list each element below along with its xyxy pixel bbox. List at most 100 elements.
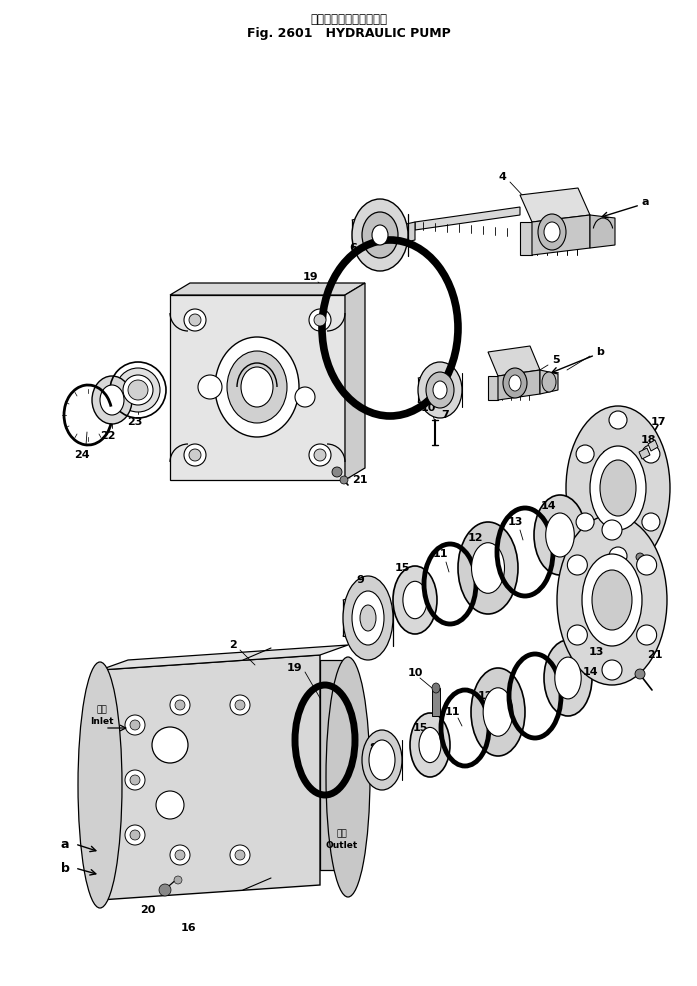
Ellipse shape <box>241 367 273 407</box>
Ellipse shape <box>403 582 427 618</box>
Text: 14: 14 <box>582 667 598 677</box>
Ellipse shape <box>458 522 518 614</box>
Ellipse shape <box>343 576 393 660</box>
Circle shape <box>609 411 627 429</box>
Ellipse shape <box>509 375 521 391</box>
Circle shape <box>635 669 645 679</box>
Text: 16: 16 <box>181 923 196 933</box>
Polygon shape <box>170 283 365 295</box>
Circle shape <box>130 720 140 730</box>
Text: 21: 21 <box>648 650 663 660</box>
Circle shape <box>123 375 153 405</box>
Ellipse shape <box>544 222 560 242</box>
Ellipse shape <box>557 515 667 685</box>
Circle shape <box>295 387 315 407</box>
Circle shape <box>125 770 145 790</box>
Ellipse shape <box>215 337 299 437</box>
Circle shape <box>170 695 190 715</box>
Text: 12: 12 <box>477 691 493 701</box>
Circle shape <box>230 845 250 865</box>
Circle shape <box>125 715 145 735</box>
Circle shape <box>309 309 331 331</box>
Text: 14: 14 <box>540 501 556 511</box>
Circle shape <box>602 520 622 540</box>
Ellipse shape <box>555 657 581 699</box>
Polygon shape <box>488 346 540 376</box>
Ellipse shape <box>418 362 462 418</box>
Polygon shape <box>532 215 590 255</box>
Polygon shape <box>498 370 540 400</box>
Polygon shape <box>345 283 365 480</box>
Ellipse shape <box>592 570 632 630</box>
Ellipse shape <box>471 542 505 594</box>
Polygon shape <box>415 207 520 230</box>
Circle shape <box>636 625 657 645</box>
Text: 15: 15 <box>413 723 428 733</box>
Circle shape <box>642 445 660 463</box>
Circle shape <box>314 449 326 461</box>
Circle shape <box>314 314 326 326</box>
Ellipse shape <box>538 214 566 250</box>
Text: ハイドロリック　ポンプ: ハイドロリック ポンプ <box>310 13 388 26</box>
Circle shape <box>642 513 660 531</box>
Circle shape <box>189 449 201 461</box>
Ellipse shape <box>227 351 287 423</box>
Text: 13: 13 <box>507 517 523 527</box>
Ellipse shape <box>542 372 556 392</box>
Circle shape <box>170 845 190 865</box>
Text: 17: 17 <box>650 417 666 427</box>
Ellipse shape <box>92 376 132 424</box>
Circle shape <box>156 791 184 819</box>
Text: 22: 22 <box>100 431 116 441</box>
Circle shape <box>159 884 171 896</box>
Circle shape <box>184 444 206 466</box>
Text: 11: 11 <box>444 707 460 717</box>
Polygon shape <box>170 295 345 480</box>
Ellipse shape <box>566 406 670 570</box>
Circle shape <box>184 309 206 331</box>
Text: 10: 10 <box>407 668 422 678</box>
Text: 19: 19 <box>287 663 302 673</box>
Text: Outlet: Outlet <box>326 841 358 851</box>
Bar <box>320 660 350 870</box>
Text: 15: 15 <box>395 563 410 573</box>
Circle shape <box>636 553 644 561</box>
Circle shape <box>636 555 657 575</box>
Polygon shape <box>100 655 320 900</box>
Ellipse shape <box>600 460 636 516</box>
Text: 19: 19 <box>302 272 318 282</box>
Text: a: a <box>641 197 649 207</box>
Text: 3: 3 <box>602 451 608 461</box>
Circle shape <box>230 695 250 715</box>
Circle shape <box>602 660 622 680</box>
Ellipse shape <box>432 683 440 693</box>
Text: 6: 6 <box>349 243 357 253</box>
Text: 入口: 入口 <box>97 706 107 715</box>
Ellipse shape <box>483 688 513 737</box>
Circle shape <box>175 700 185 710</box>
Ellipse shape <box>433 381 447 399</box>
Circle shape <box>116 368 160 412</box>
Polygon shape <box>520 222 532 255</box>
Text: 21: 21 <box>352 475 368 485</box>
Ellipse shape <box>352 591 384 645</box>
Polygon shape <box>590 215 615 248</box>
Ellipse shape <box>419 728 441 762</box>
Text: 11: 11 <box>432 549 447 559</box>
Text: 5: 5 <box>552 355 560 365</box>
Circle shape <box>235 700 245 710</box>
Ellipse shape <box>78 662 122 908</box>
Ellipse shape <box>369 740 395 780</box>
Ellipse shape <box>471 668 525 756</box>
Text: b: b <box>61 862 70 875</box>
Ellipse shape <box>503 368 527 398</box>
Circle shape <box>152 727 188 763</box>
Polygon shape <box>639 448 650 459</box>
Polygon shape <box>520 188 590 222</box>
Ellipse shape <box>372 225 388 245</box>
Circle shape <box>332 467 342 477</box>
Circle shape <box>609 547 627 565</box>
Circle shape <box>130 775 140 785</box>
Bar <box>432 688 440 716</box>
Text: 24: 24 <box>74 450 90 460</box>
